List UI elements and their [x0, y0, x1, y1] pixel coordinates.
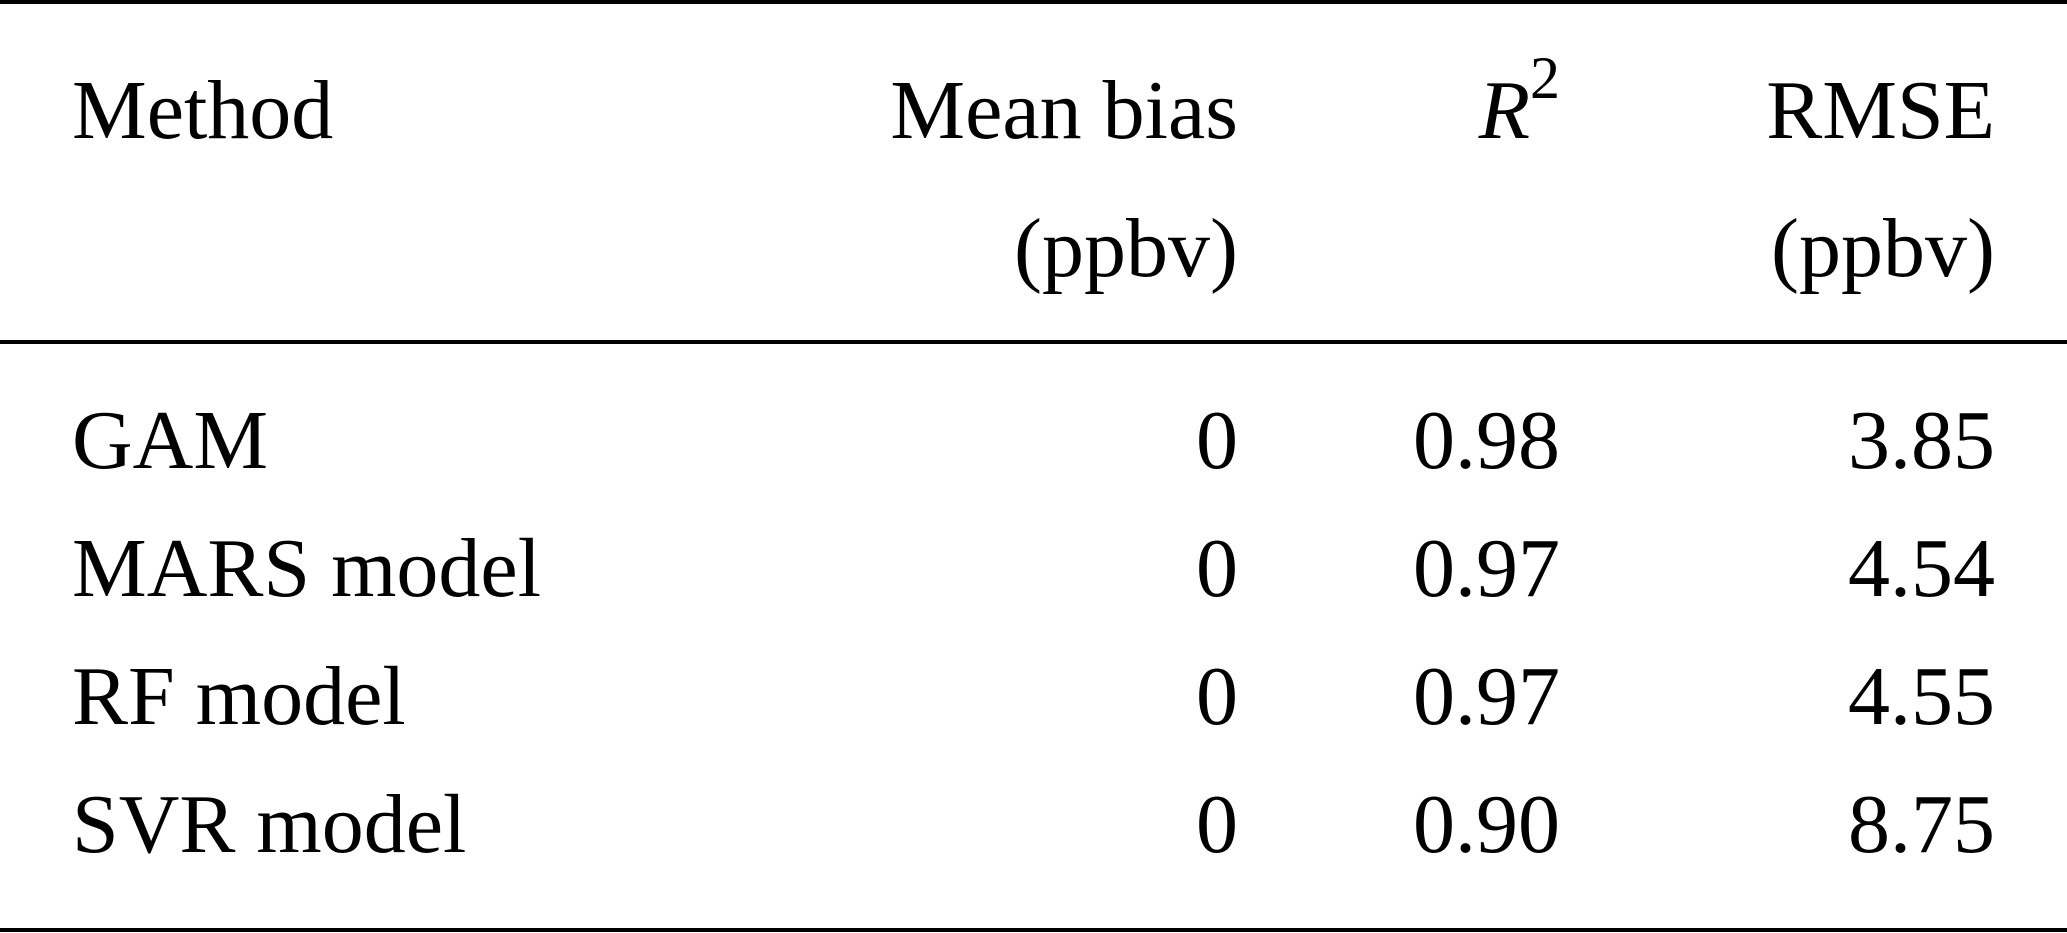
cell-value: 0.97: [1413, 650, 1560, 743]
cell-value: 0: [1196, 650, 1238, 743]
header-cell: R2: [1478, 45, 1560, 157]
header-superscript: 2: [1530, 45, 1560, 111]
header-cell: Method: [72, 64, 333, 157]
row-label: SVR model: [72, 778, 466, 871]
header-cell: (ppbv): [1014, 202, 1238, 295]
cell-value: 4.55: [1848, 650, 1995, 743]
cell-value: 4.54: [1848, 522, 1995, 615]
header-cell: RMSE: [1766, 64, 1995, 157]
cell-value: 0: [1196, 394, 1238, 487]
cell-value: 0: [1196, 778, 1238, 871]
cell-value: 0: [1196, 522, 1238, 615]
row-label: RF model: [72, 650, 406, 743]
row-label: MARS model: [72, 522, 541, 615]
cell-value: 0.98: [1413, 394, 1560, 487]
header-cell: Mean bias: [890, 64, 1238, 157]
row-label: GAM: [72, 394, 268, 487]
cell-value: 8.75: [1848, 778, 1995, 871]
cell-value: 0.90: [1413, 778, 1560, 871]
cell-value: 3.85: [1848, 394, 1995, 487]
header-symbol: R: [1478, 64, 1530, 157]
header-cell: (ppbv): [1771, 202, 1995, 295]
cell-value: 0.97: [1413, 522, 1560, 615]
